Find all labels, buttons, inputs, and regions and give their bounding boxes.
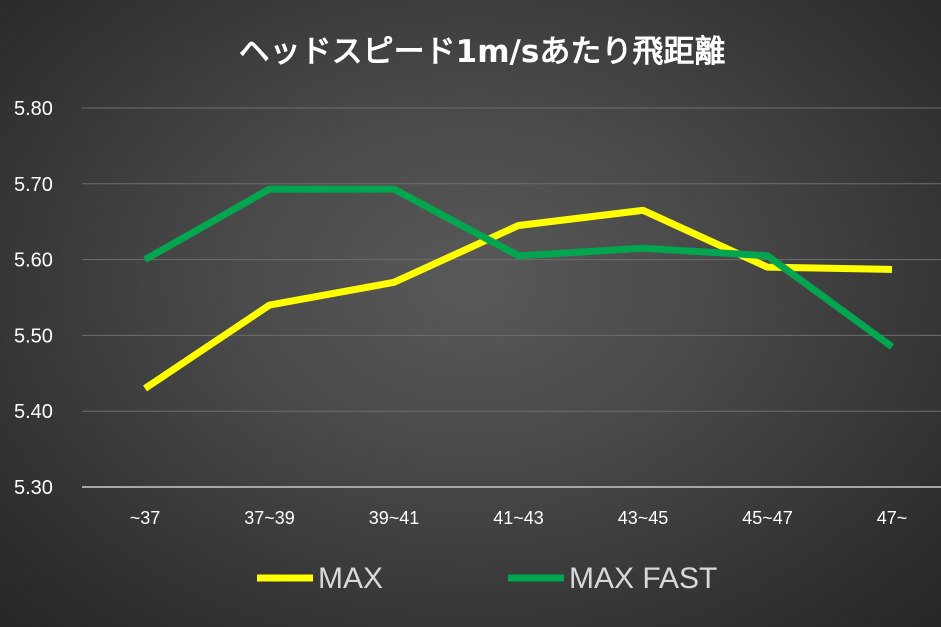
series-line-max xyxy=(143,206,893,392)
y-tick-label: 5.40 xyxy=(14,401,53,423)
y-tick-label: 5.70 xyxy=(14,174,53,196)
legend-label-max-fast: MAX FAST xyxy=(569,562,717,595)
x-tick-label: 47~ xyxy=(877,508,908,528)
y-tick-label: 5.80 xyxy=(14,98,53,120)
x-axis-ticks: ~37 37~39 39~41 41~43 43~45 45~47 47~ xyxy=(130,508,908,528)
series-line-max-fast xyxy=(143,185,895,350)
x-tick-label: 43~45 xyxy=(618,508,669,528)
y-tick-label: 5.60 xyxy=(14,250,53,272)
y-axis-ticks: 5.30 5.40 5.50 5.60 5.70 5.80 xyxy=(14,98,53,499)
legend: MAX MAX FAST xyxy=(257,562,717,595)
x-tick-label: ~37 xyxy=(130,508,161,528)
x-tick-label: 37~39 xyxy=(244,508,295,528)
x-tick-label: 45~47 xyxy=(742,508,793,528)
legend-label-max: MAX xyxy=(318,562,383,595)
series-lines xyxy=(143,185,895,392)
x-tick-label: 41~43 xyxy=(493,508,544,528)
y-tick-label: 5.50 xyxy=(14,325,53,347)
chart-title: ヘッドスピード1m/sあたり飛距離 xyxy=(239,34,726,70)
y-tick-label: 5.30 xyxy=(14,477,53,499)
x-tick-label: 39~41 xyxy=(369,508,420,528)
gridlines xyxy=(82,107,941,488)
